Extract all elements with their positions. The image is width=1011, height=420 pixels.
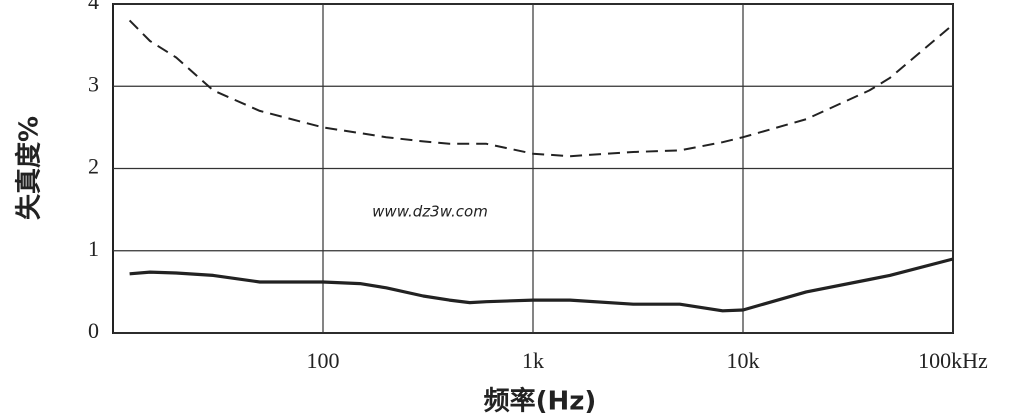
x-tick-label: 100kHz [918, 348, 988, 373]
x-axis-label: 频率(Hz) [484, 386, 597, 417]
y-tick-label: 0 [88, 318, 99, 343]
x-tick-label: 100 [307, 348, 340, 373]
y-tick-label: 1 [88, 236, 99, 261]
y-tick-label: 2 [88, 154, 99, 179]
watermark: www.dz3w.com [372, 203, 488, 221]
y-axis-label: 失真度% [14, 116, 45, 220]
y-tick-label: 4 [88, 0, 99, 14]
x-tick-label: 10k [727, 348, 760, 373]
series-line [128, 19, 954, 158]
x-tick-label: 1k [522, 348, 544, 373]
y-tick-label: 3 [88, 71, 99, 96]
series-line [129, 257, 954, 313]
